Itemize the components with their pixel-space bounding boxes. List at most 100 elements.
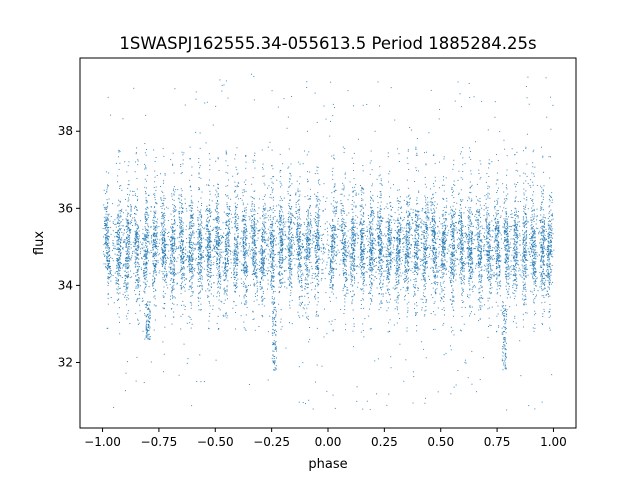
data-point	[198, 173, 200, 175]
data-point	[153, 187, 155, 188]
data-point	[118, 298, 120, 300]
data-point	[298, 281, 300, 283]
data-point	[236, 245, 238, 247]
data-point	[307, 236, 309, 238]
data-point	[118, 265, 120, 267]
data-point	[153, 243, 155, 245]
data-point	[234, 185, 236, 187]
data-point	[217, 229, 219, 231]
data-point	[198, 241, 200, 243]
data-point	[317, 260, 319, 262]
data-point	[355, 184, 357, 186]
data-point	[296, 238, 298, 240]
data-point	[228, 214, 230, 216]
data-point	[344, 285, 345, 287]
data-point	[162, 251, 164, 253]
data-point	[298, 237, 300, 239]
data-point	[135, 152, 137, 154]
data-point	[280, 321, 282, 323]
data-point	[126, 304, 128, 306]
data-point	[216, 296, 218, 298]
data-point	[135, 237, 137, 239]
data-point	[127, 250, 129, 252]
data-point	[207, 224, 209, 226]
data-point	[214, 218, 216, 220]
data-point	[227, 269, 229, 271]
data-point	[246, 267, 248, 269]
data-point	[262, 223, 264, 225]
data-point	[251, 250, 253, 252]
data-point	[243, 248, 245, 250]
data-point	[189, 270, 191, 272]
data-point	[282, 234, 284, 236]
data-point	[243, 231, 245, 233]
data-point	[171, 285, 173, 287]
data-point	[144, 291, 146, 293]
data-point	[297, 224, 299, 226]
data-point	[236, 242, 238, 244]
data-point	[216, 220, 218, 222]
data-point	[171, 323, 173, 325]
data-point	[317, 228, 319, 230]
data-point	[191, 207, 193, 209]
data-point	[116, 236, 118, 238]
data-point	[307, 237, 309, 239]
data-point	[153, 329, 155, 331]
data-point	[370, 253, 372, 255]
data-point	[273, 298, 275, 300]
data-point	[179, 201, 181, 203]
data-point	[279, 218, 281, 220]
data-point	[282, 215, 284, 217]
data-point	[254, 260, 256, 262]
data-point	[306, 268, 308, 270]
data-point	[188, 256, 190, 258]
data-point	[347, 292, 349, 294]
data-point	[329, 300, 331, 302]
data-point	[333, 274, 335, 276]
data-point	[341, 242, 343, 244]
data-point	[281, 184, 283, 186]
data-point	[182, 300, 184, 302]
data-point	[236, 257, 238, 259]
data-point	[106, 235, 108, 237]
data-point	[218, 286, 220, 288]
data-point	[117, 275, 119, 277]
data-point	[207, 271, 209, 273]
data-point	[260, 235, 262, 237]
data-point	[352, 257, 354, 259]
data-point	[278, 216, 280, 218]
data-point	[218, 249, 220, 251]
data-point	[182, 274, 184, 276]
data-point	[206, 209, 208, 211]
data-point	[305, 273, 307, 275]
data-point	[351, 200, 353, 202]
data-point	[182, 234, 184, 236]
data-point	[300, 257, 302, 259]
data-point	[200, 269, 202, 271]
data-point	[217, 290, 219, 292]
data-point	[306, 274, 308, 276]
data-point	[225, 268, 227, 270]
data-point	[253, 217, 255, 219]
data-point	[225, 240, 227, 242]
data-point	[183, 266, 185, 268]
data-point	[197, 238, 199, 240]
data-point	[244, 273, 246, 275]
data-point	[181, 257, 183, 259]
data-point	[144, 277, 146, 279]
data-point	[288, 249, 290, 251]
data-point	[163, 230, 165, 232]
data-point	[209, 230, 211, 232]
data-point	[147, 237, 149, 239]
data-point	[272, 235, 274, 237]
data-point	[352, 234, 354, 236]
data-point	[360, 272, 362, 274]
data-point	[209, 232, 211, 234]
data-point	[237, 255, 239, 257]
data-point	[120, 228, 122, 230]
data-point	[225, 251, 227, 253]
data-point	[173, 233, 175, 235]
data-point	[155, 269, 157, 271]
data-point	[119, 254, 121, 256]
data-point	[305, 257, 307, 259]
